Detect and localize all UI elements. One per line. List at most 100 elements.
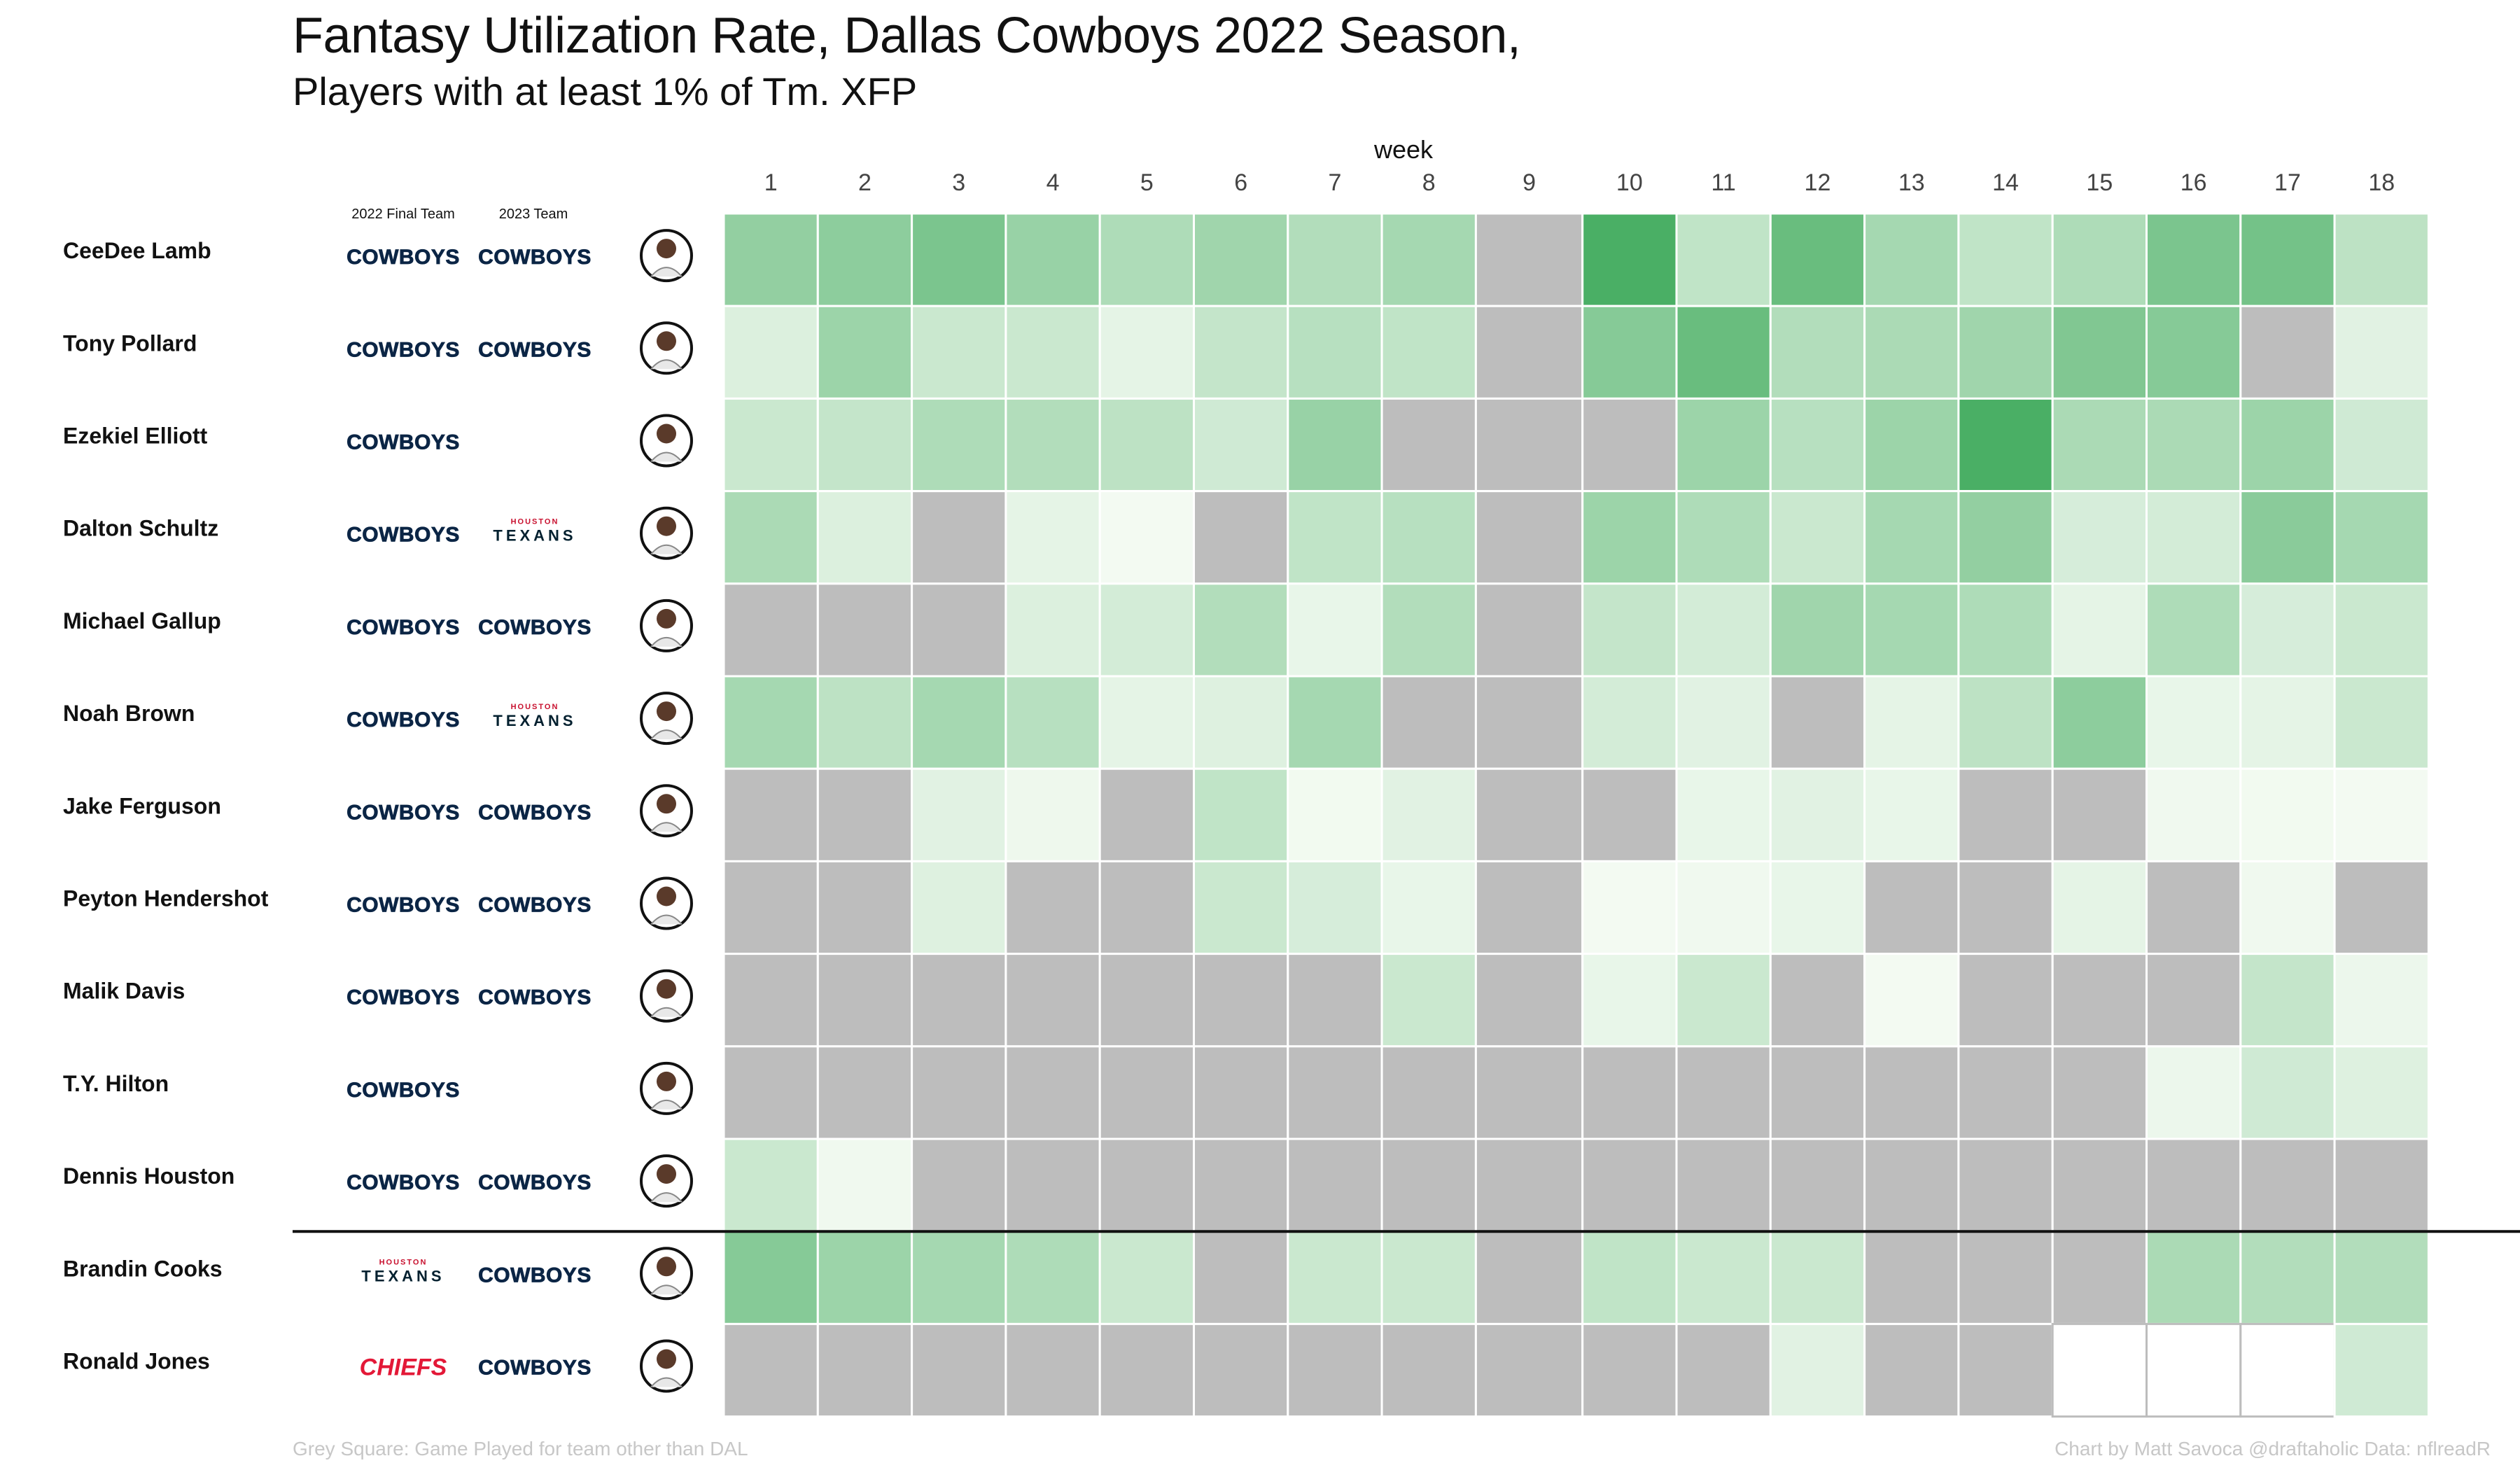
cell-malik-davis-week-1	[722, 953, 819, 1048]
cowboys-logo-text: COWBOYS	[478, 1264, 592, 1287]
cell-malik-davis-week-4	[1004, 953, 1101, 1048]
cell-brandin-cooks-week-7	[1287, 1230, 1383, 1325]
player-name: Peyton Hendershot	[63, 886, 269, 911]
cell-t-y-hilton-week-7	[1287, 1045, 1383, 1140]
cell-michael-gallup-week-4	[1004, 582, 1101, 678]
cell-dalton-schultz-week-17	[2239, 490, 2336, 585]
cell-jake-ferguson-week-8	[1380, 767, 1477, 862]
cowboys-logo-text: COWBOYS	[478, 616, 592, 639]
cell-peyton-hendershot-week-4	[1004, 860, 1101, 955]
team-2023-logo: COWBOYS	[478, 801, 592, 825]
cell-jake-ferguson-week-10	[1581, 767, 1678, 862]
cell-tony-pollard-week-7	[1287, 304, 1383, 400]
cell-ezekiel-elliott-week-2	[816, 397, 913, 493]
team-2023-logo: COWBOYS	[478, 1171, 592, 1195]
cell-noah-brown-week-12	[1769, 675, 1866, 770]
cell-noah-brown-week-17	[2239, 675, 2336, 770]
cell-dennis-houston-week-4	[1004, 1138, 1101, 1233]
cell-ronald-jones-week-17	[2239, 1322, 2336, 1418]
player-name: Noah Brown	[63, 701, 195, 726]
cell-malik-davis-week-7	[1287, 953, 1383, 1048]
player-name: Dennis Houston	[63, 1163, 234, 1189]
player-name: Dalton Schultz	[63, 516, 218, 541]
player-name: Ezekiel Elliott	[63, 424, 208, 449]
team-2023-logo: COWBOYS	[478, 616, 592, 640]
cell-ezekiel-elliott-week-14	[1957, 397, 2054, 493]
cell-t-y-hilton-week-14	[1957, 1045, 2054, 1140]
cell-ceedee-lamb-week-13	[1863, 212, 1960, 307]
cell-peyton-hendershot-week-16	[2146, 860, 2242, 955]
cell-malik-davis-week-18	[2333, 953, 2430, 1048]
cell-dennis-houston-week-15	[2051, 1138, 2148, 1233]
cell-noah-brown-week-11	[1675, 675, 1772, 770]
team-2022-logo: COWBOYS	[346, 616, 460, 640]
cell-ceedee-lamb-week-11	[1675, 212, 1772, 307]
cell-ronald-jones-week-8	[1380, 1322, 1477, 1418]
cell-jake-ferguson-week-3	[911, 767, 1007, 862]
cell-malik-davis-week-2	[816, 953, 913, 1048]
team-2023-logo: COWBOYS	[478, 1356, 592, 1380]
cell-ronald-jones-week-12	[1769, 1322, 1866, 1418]
cowboys-logo-text: COWBOYS	[478, 1357, 592, 1380]
cell-peyton-hendershot-week-1	[722, 860, 819, 955]
cell-peyton-hendershot-week-12	[1769, 860, 1866, 955]
cell-malik-davis-week-5	[1098, 953, 1195, 1048]
texans-logo-text: TEXANS	[493, 712, 576, 729]
cell-t-y-hilton-week-4	[1004, 1045, 1101, 1140]
cell-ronald-jones-week-3	[911, 1322, 1007, 1418]
cell-t-y-hilton-week-18	[2333, 1045, 2430, 1140]
cell-ezekiel-elliott-week-9	[1474, 397, 1584, 493]
cell-dalton-schultz-week-14	[1957, 490, 2054, 585]
cell-ezekiel-elliott-week-16	[2146, 397, 2242, 493]
cell-noah-brown-week-8	[1380, 675, 1477, 770]
cowboys-logo-text: COWBOYS	[346, 801, 460, 824]
cell-noah-brown-week-4	[1004, 675, 1101, 770]
cowboys-logo-text: COWBOYS	[478, 338, 592, 361]
cell-t-y-hilton-week-15	[2051, 1045, 2148, 1140]
cell-michael-gallup-week-10	[1581, 582, 1678, 678]
cell-malik-davis-week-17	[2239, 953, 2336, 1048]
cell-t-y-hilton-week-17	[2239, 1045, 2336, 1140]
footer-credit: Chart by Matt Savoca @draftaholic Data: …	[2054, 1438, 2491, 1460]
cell-tony-pollard-week-10	[1581, 304, 1678, 400]
cell-brandin-cooks-week-15	[2051, 1230, 2148, 1325]
cell-t-y-hilton-week-8	[1380, 1045, 1477, 1140]
cell-dennis-houston-week-13	[1863, 1138, 1960, 1233]
cell-ezekiel-elliott-week-17	[2239, 397, 2336, 493]
cell-brandin-cooks-week-1	[722, 1230, 819, 1325]
cell-ceedee-lamb-week-16	[2146, 212, 2242, 307]
cell-michael-gallup-week-8	[1380, 582, 1477, 678]
player-name: Malik Davis	[63, 979, 185, 1004]
cell-malik-davis-week-11	[1675, 953, 1772, 1048]
texans-logo-text: TEXANS	[493, 527, 576, 545]
cowboys-logo-text: COWBOYS	[478, 894, 592, 917]
cell-peyton-hendershot-week-9	[1474, 860, 1584, 955]
cell-tony-pollard-week-12	[1769, 304, 1866, 400]
player-row-ezekiel-elliott: Ezekiel Elliott COWBOYS	[63, 414, 693, 468]
player-row-jake-ferguson: Jake Ferguson COWBOYS COWBOYS	[63, 784, 693, 838]
cell-ronald-jones-week-14	[1957, 1322, 2054, 1418]
cell-jake-ferguson-week-12	[1769, 767, 1866, 862]
cell-peyton-hendershot-week-8	[1380, 860, 1477, 955]
cell-t-y-hilton-week-12	[1769, 1045, 1866, 1140]
cell-dennis-houston-week-9	[1474, 1138, 1584, 1233]
cell-ezekiel-elliott-week-15	[2051, 397, 2148, 493]
cell-ceedee-lamb-week-12	[1769, 212, 1866, 307]
cell-ceedee-lamb-week-7	[1287, 212, 1383, 307]
player-headshot-avatar	[640, 1247, 693, 1301]
cell-dennis-houston-week-6	[1193, 1138, 1289, 1233]
cell-ezekiel-elliott-week-13	[1863, 397, 1960, 493]
cell-noah-brown-week-9	[1474, 675, 1584, 770]
cell-michael-gallup-week-15	[2051, 582, 2148, 678]
player-row-malik-davis: Malik Davis COWBOYS COWBOYS	[63, 969, 693, 1023]
cell-noah-brown-week-18	[2333, 675, 2430, 770]
player-headshot-avatar	[640, 1061, 693, 1115]
cell-peyton-hendershot-week-15	[2051, 860, 2148, 955]
player-row-ceedee-lamb: CeeDee Lamb COWBOYS COWBOYS	[63, 229, 693, 283]
cell-ceedee-lamb-week-2	[816, 212, 913, 307]
cell-michael-gallup-week-13	[1863, 582, 1960, 678]
player-row-peyton-hendershot: Peyton Hendershot COWBOYS COWBOYS	[63, 876, 693, 930]
cell-dalton-schultz-week-6	[1193, 490, 1289, 585]
